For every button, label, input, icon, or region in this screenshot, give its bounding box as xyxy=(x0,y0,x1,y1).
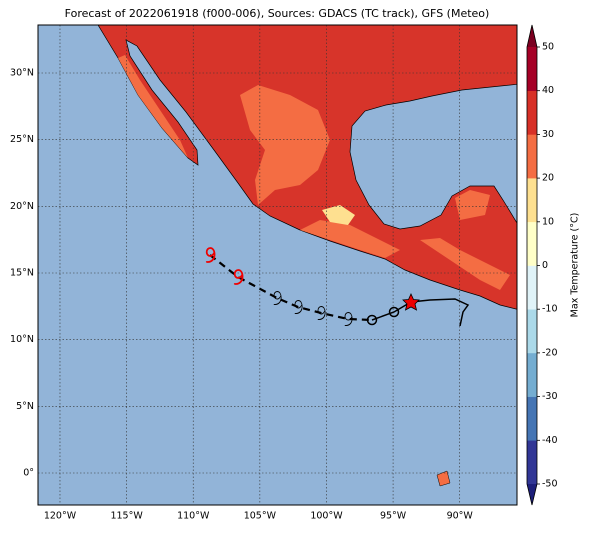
storm-icon: 𝟿 xyxy=(342,307,355,331)
colorbar: 50 40 30 20 10 0 -10 -20 -30 -40 -50 xyxy=(526,24,558,506)
colorbar-tick-label: 0 xyxy=(542,260,548,271)
colorbar-label: Max Temperature (°C) xyxy=(570,213,581,318)
depression-icon xyxy=(388,306,400,318)
lat-tick-label: 0° xyxy=(23,468,34,479)
colorbar-tick-label: -50 xyxy=(542,479,558,490)
storm-icon: 𝟿 xyxy=(315,301,328,325)
title: Forecast of 2022061918 (f000-006), Sourc… xyxy=(65,7,490,20)
lon-tick-label: 100°W xyxy=(310,511,343,522)
lon-tick-label: 95°W xyxy=(380,511,407,522)
depression-icon xyxy=(366,314,378,326)
lat-tick-label: 20°N xyxy=(10,201,34,212)
colorbar-band xyxy=(527,265,537,310)
forecast-track xyxy=(209,254,373,322)
colorbar-tick-label: -30 xyxy=(542,391,558,402)
lat-tick-label: 25°N xyxy=(10,134,34,145)
lon-tick-label: 115°W xyxy=(110,511,143,522)
colorbar-band xyxy=(527,396,537,441)
storm-icon: 𝟿 xyxy=(292,295,305,319)
colorbar-over xyxy=(527,25,537,47)
colorbar-tick-label: 40 xyxy=(542,85,554,96)
current-position xyxy=(402,293,420,311)
colorbar-band xyxy=(527,134,537,179)
colorbar-tick-label: -20 xyxy=(542,347,558,358)
lat-tick-label: 10°N xyxy=(10,334,34,345)
hurricane-icon: 𝟿 xyxy=(203,243,217,268)
lat-tick-label: 5°N xyxy=(16,401,34,412)
tc-track: 𝟿 𝟿 𝟿 𝟿 𝟿 𝟿 xyxy=(203,243,470,331)
lat-tick-label: 30°N xyxy=(10,68,34,79)
graticule xyxy=(38,25,517,505)
colorbar-tick-label: 50 xyxy=(542,42,554,53)
colorbar-tick-label: -10 xyxy=(542,304,558,315)
land-warm xyxy=(118,55,510,290)
colorbar-band xyxy=(527,47,537,91)
lat-tick-label: 15°N xyxy=(10,268,34,279)
lon-tick-label: 120°W xyxy=(44,511,77,522)
colorbar-tick-label: 20 xyxy=(542,173,554,184)
colorbar-band xyxy=(527,221,537,266)
hurricane-icon: 𝟿 xyxy=(231,265,245,290)
land xyxy=(97,25,517,487)
colorbar-tick-label: 10 xyxy=(542,216,554,227)
colorbar-band xyxy=(527,90,537,135)
map-frame xyxy=(37,24,518,506)
colorbar-tick-label: -40 xyxy=(542,435,558,446)
colorbar-under xyxy=(527,484,537,505)
lon-tick-label: 105°W xyxy=(244,511,277,522)
island xyxy=(436,470,451,487)
colorbar-band xyxy=(527,352,537,397)
colorbar-band xyxy=(527,440,537,485)
land-hot xyxy=(322,205,355,225)
observed-track xyxy=(371,298,470,327)
lon-tick-label: 110°W xyxy=(177,511,210,522)
lon-tick-label: 90°W xyxy=(447,511,474,522)
storm-icon: 𝟿 xyxy=(271,286,284,310)
colorbar-band xyxy=(527,178,537,223)
colorbar-band xyxy=(527,309,537,354)
colorbar-tick-label: 30 xyxy=(542,129,554,140)
